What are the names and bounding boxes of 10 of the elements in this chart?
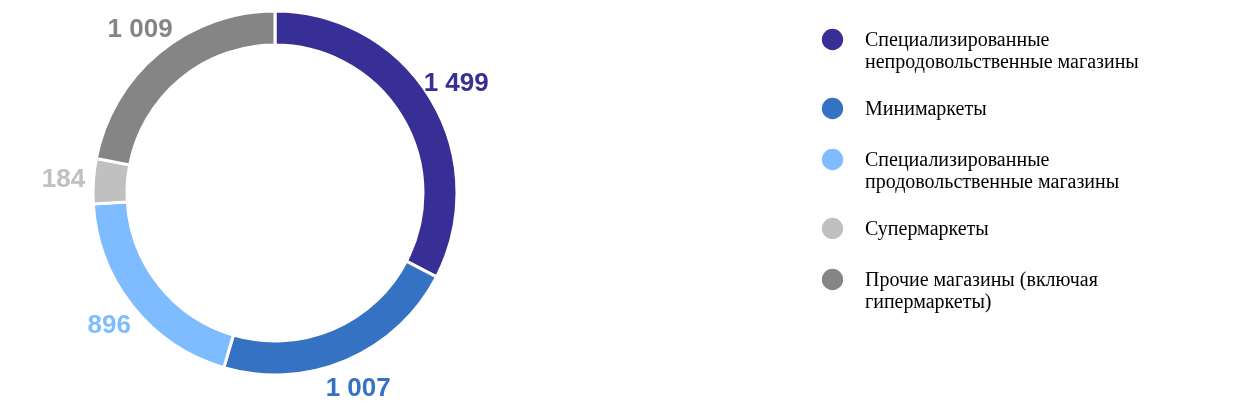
legend-label: Прочие магазины (включая гипермаркеты)	[865, 267, 1098, 313]
data-label: 1 009	[107, 13, 173, 44]
data-label: 184	[41, 163, 86, 194]
data-label: 896	[87, 309, 131, 340]
data-label: 1 499	[423, 66, 489, 97]
legend-label: Специализированные продовольственные магазины	[865, 147, 1120, 193]
data-label: 1 007	[325, 371, 391, 401]
legend-label: Минимаркеты	[865, 96, 987, 120]
legend-label: Супермаркеты	[865, 216, 989, 240]
legend-label: Специализированные непродовольственные магазины	[865, 27, 1139, 73]
